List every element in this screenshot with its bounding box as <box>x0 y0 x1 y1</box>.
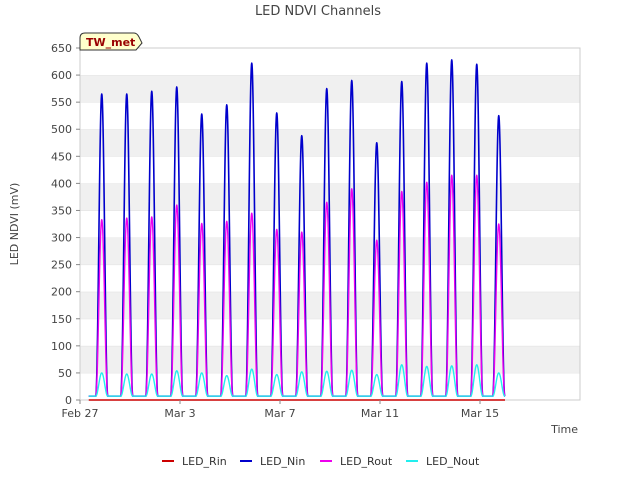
grid-band <box>80 75 580 103</box>
x-axis-ticks: Feb 27 Mar 3 Mar 7 Mar 11 Mar 15 <box>62 400 499 420</box>
legend: LED_Rin LED_Nin LED_Rout LED_Nout <box>162 455 480 468</box>
chart-title: LED NDVI Channels <box>255 4 381 19</box>
y-tick-label: 150 <box>51 313 72 326</box>
site-label-text: TW_met <box>86 36 135 49</box>
x-tick-label: Mar 15 <box>461 407 499 420</box>
site-label-box <box>79 32 143 51</box>
x-tick-label: Feb 27 <box>62 407 99 420</box>
y-axis-ticks: 0 50 100 150 200 250 300 350 400 450 500 550 600 650 <box>51 42 80 407</box>
x-tick-label: Mar 3 <box>164 407 195 420</box>
series-layer <box>88 59 506 401</box>
y-tick-label: 650 <box>51 42 72 55</box>
x-tick-label: Mar 7 <box>264 407 295 420</box>
grid-band <box>80 48 580 76</box>
y-tick-label: 350 <box>51 204 72 217</box>
y-tick-label: 50 <box>58 367 72 380</box>
legend-item-led-rin: LED_Rin <box>162 455 227 468</box>
y-tick-label: 300 <box>51 232 72 245</box>
x-tick-label: Mar 11 <box>361 407 399 420</box>
y-tick-label: 400 <box>51 177 72 190</box>
y-tick-label: 100 <box>51 340 72 353</box>
grid-band <box>80 102 580 130</box>
y-tick-label: 450 <box>51 150 72 163</box>
y-tick-label: 550 <box>51 96 72 109</box>
series-line-led-nout <box>88 364 506 397</box>
legend-item-led-rout: LED_Rout <box>320 455 393 468</box>
grid-band <box>80 345 580 373</box>
site-label-tag: TW_met <box>79 32 143 51</box>
legend-label: LED_Nout <box>426 455 480 468</box>
grid-band <box>80 156 580 184</box>
legend-label: LED_Nin <box>260 455 305 468</box>
y-tick-label: 0 <box>65 394 72 407</box>
y-tick-label: 600 <box>51 69 72 82</box>
legend-label: LED_Rout <box>340 455 393 468</box>
grid-band <box>80 129 580 157</box>
legend-item-led-nout: LED_Nout <box>406 455 480 468</box>
y-tick-label: 500 <box>51 123 72 136</box>
legend-item-led-nin: LED_Nin <box>240 455 305 468</box>
legend-label: LED_Rin <box>182 455 227 468</box>
x-axis-title: Time <box>550 423 578 436</box>
y-tick-label: 250 <box>51 259 72 272</box>
y-axis-title: LED NDVI (mV) <box>8 183 21 266</box>
y-tick-label: 200 <box>51 286 72 299</box>
